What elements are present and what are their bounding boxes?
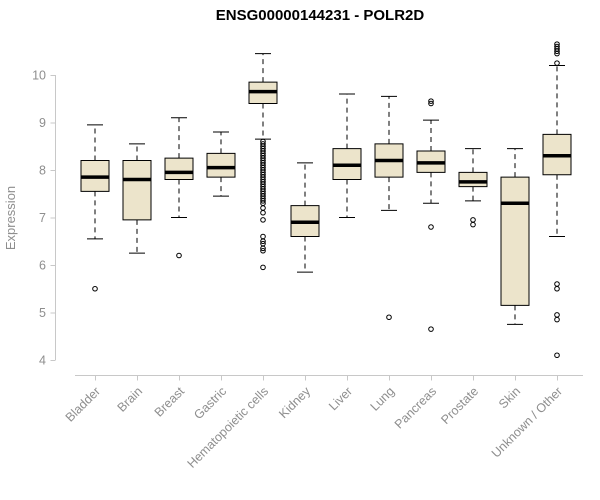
box-group-liver <box>332 93 362 218</box>
x-tick-label: Hematopoietic cells <box>185 384 272 471</box>
outlier-point <box>260 238 266 245</box>
x-tick-label: Unknown / Other <box>489 384 565 460</box>
y-tick-label: 5 <box>39 306 46 320</box>
box-group-skin <box>500 148 530 325</box>
x-tick-label: Bladder <box>63 384 103 424</box>
outlier-point <box>260 217 266 223</box>
box-group-hematopoietic-cells <box>248 53 278 271</box>
outlier-point <box>554 281 560 287</box>
outlier-point <box>554 285 560 292</box>
outlier-point <box>260 247 266 254</box>
x-tick-label: Skin <box>496 384 523 411</box>
iqr-box <box>164 157 194 180</box>
box-group-kidney <box>290 162 320 273</box>
box-group-gastric <box>206 131 236 197</box>
x-tick-label: Liver <box>326 384 355 413</box>
box-group-brain <box>122 143 152 254</box>
y-tick-label: 10 <box>32 69 46 83</box>
outlier-point <box>554 50 560 57</box>
outlier-point <box>554 48 560 55</box>
outlier-point <box>470 221 476 228</box>
outlier-point <box>260 233 266 240</box>
y-tick-label: 6 <box>39 259 46 273</box>
box-group-breast <box>164 117 194 259</box>
outlier-point <box>260 205 266 211</box>
y-tick-label: 8 <box>39 164 46 178</box>
outlier-point <box>260 198 266 204</box>
x-tick-label: Prostate <box>438 384 481 427</box>
x-tick-label: Pancreas <box>392 384 439 431</box>
outlier-point <box>554 316 560 323</box>
outlier-point <box>428 224 434 230</box>
y-axis: 4 5 6 7 8 9 10 <box>32 69 56 368</box>
outlier-point <box>554 60 560 66</box>
y-tick-label: 7 <box>39 211 46 225</box>
y-tick-label: 4 <box>39 354 46 368</box>
outlier-point <box>470 217 476 223</box>
outlier-point <box>260 209 266 216</box>
outlier-point <box>260 264 266 271</box>
x-tick-label: Kidney <box>276 384 313 421</box>
iqr-box <box>206 152 236 178</box>
plot-area: 4 5 6 7 8 9 10 Bladder Brain Breast GastricHematop… <box>32 41 583 471</box>
box-group-pancreas <box>416 98 446 332</box>
box-group-bladder <box>80 124 110 292</box>
outlier-point <box>428 100 434 107</box>
chart-title: ENSG00000144231 - POLR2D <box>216 7 425 24</box>
outlier-point <box>260 245 266 252</box>
x-tick-label: Breast <box>152 384 188 420</box>
iqr-box <box>458 171 488 188</box>
outlier-point <box>428 326 434 332</box>
outlier-point <box>386 314 392 321</box>
box-group-prostate <box>458 148 488 228</box>
box-group-lung <box>374 95 404 321</box>
outlier-point <box>92 285 98 292</box>
iqr-box <box>122 160 152 221</box>
x-tick-label: Brain <box>115 384 146 415</box>
iqr-box <box>500 176 530 306</box>
outlier-point <box>428 98 434 104</box>
y-axis-label: Expression <box>3 186 18 250</box>
x-tick-label: Lung <box>368 384 398 414</box>
outlier-point <box>176 252 182 259</box>
outlier-point <box>554 352 560 359</box>
x-tick-label: Gastric <box>191 384 229 422</box>
outlier-point <box>554 312 560 318</box>
y-tick-label: 9 <box>39 116 46 130</box>
box-group-unknown-other <box>542 41 572 359</box>
